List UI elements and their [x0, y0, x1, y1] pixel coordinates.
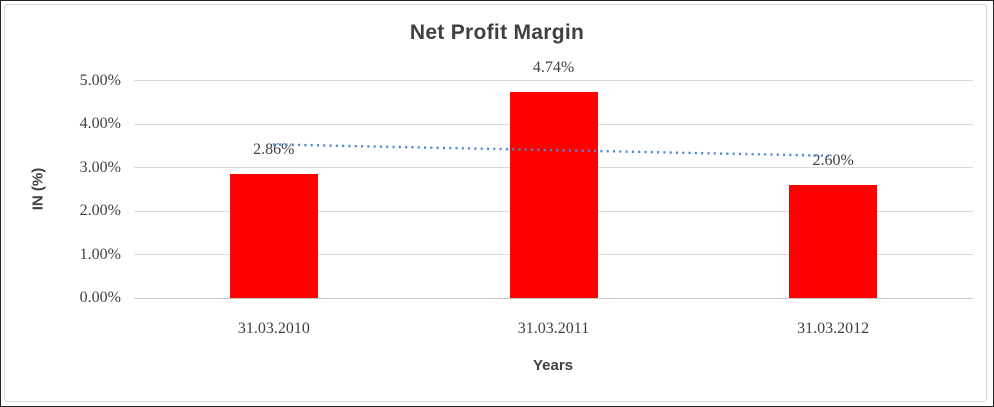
y-tick-label: 2.00%	[79, 202, 121, 219]
chart-title: Net Profit Margin	[409, 21, 585, 44]
x-tick-label: 31.03.2012	[797, 320, 870, 337]
y-tick-label: 3.00%	[79, 158, 121, 176]
y-tick-label: 0.00%	[79, 289, 121, 306]
bar-data-label: 4.74%	[532, 58, 575, 76]
y-tick-label: 1.00%	[79, 245, 121, 263]
bar-data-label: 2.60%	[812, 151, 854, 169]
bar-data-label: 2.86%	[253, 140, 295, 158]
y-axis-title: IN (%)	[29, 167, 47, 211]
bar	[789, 184, 878, 298]
bar	[229, 173, 318, 298]
gridline	[134, 80, 973, 81]
bar	[509, 91, 598, 298]
x-axis-title: Years	[532, 357, 574, 374]
y-tick-label: 5.00%	[79, 71, 121, 89]
x-axis-line	[134, 297, 973, 299]
y-tick-label: 4.00%	[79, 115, 121, 132]
x-tick-label: 31.03.2010	[237, 320, 310, 337]
chart-border	[4, 4, 987, 402]
x-tick-label: 31.03.2011	[517, 320, 590, 337]
